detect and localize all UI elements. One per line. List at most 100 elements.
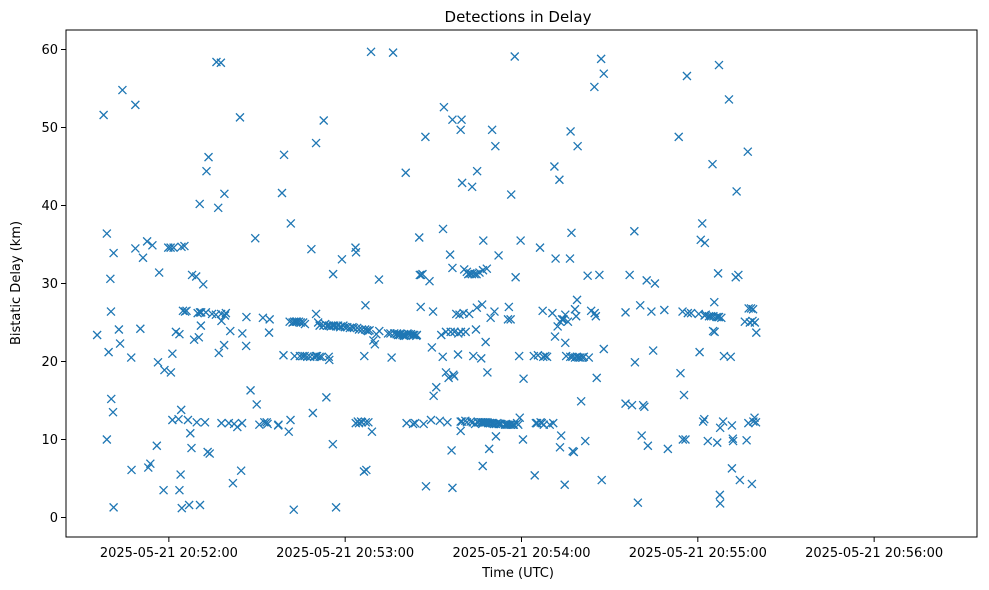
x-tick-label: 2025-05-21 20:56:00 xyxy=(805,546,943,561)
data-point xyxy=(486,313,496,323)
data-point xyxy=(169,243,179,253)
data-point xyxy=(565,254,575,263)
data-point xyxy=(566,126,576,136)
data-point xyxy=(511,272,521,282)
data-point xyxy=(727,463,737,473)
data-point xyxy=(556,431,566,441)
data-point xyxy=(663,444,673,454)
x-axis: 2025-05-21 20:52:00 2025-05-21 20:53:00 20… xyxy=(100,537,943,561)
data-point xyxy=(237,328,247,338)
data-point xyxy=(559,314,568,324)
data-point xyxy=(429,391,439,401)
x-axis-title: Time (UTC) xyxy=(481,566,554,581)
data-point xyxy=(130,243,140,253)
data-point xyxy=(456,125,466,135)
data-point xyxy=(216,58,226,68)
y-axis: 0 10 20 30 40 50 60 xyxy=(41,43,66,526)
data-point xyxy=(221,308,231,318)
data-point xyxy=(584,353,594,363)
data-point xyxy=(724,94,734,104)
data-point xyxy=(152,441,162,451)
data-point xyxy=(311,309,321,319)
data-point xyxy=(154,268,164,278)
data-point xyxy=(414,233,424,242)
data-point xyxy=(569,447,579,457)
data-point xyxy=(728,436,738,446)
data-point xyxy=(216,316,226,326)
data-point xyxy=(367,427,377,437)
y-tick-label: 50 xyxy=(41,121,58,136)
data-point xyxy=(718,417,728,427)
data-point xyxy=(583,271,593,281)
data-point xyxy=(328,439,338,449)
data-point xyxy=(716,313,726,323)
data-point xyxy=(502,420,511,430)
data-point xyxy=(351,247,361,257)
data-point xyxy=(642,275,652,285)
data-point xyxy=(681,435,690,444)
data-point xyxy=(751,328,761,338)
data-point xyxy=(258,313,268,323)
data-point xyxy=(237,418,247,428)
data-point xyxy=(219,189,229,199)
data-point xyxy=(625,270,635,280)
data-point xyxy=(225,326,235,336)
data-point xyxy=(678,307,688,317)
data-point xyxy=(575,353,585,363)
data-point xyxy=(246,385,256,395)
data-point xyxy=(563,317,573,327)
data-point xyxy=(187,443,196,453)
data-point xyxy=(130,100,140,110)
data-point xyxy=(431,382,441,392)
data-point xyxy=(470,269,479,279)
data-point xyxy=(542,352,552,362)
data-point xyxy=(639,402,649,412)
data-point xyxy=(264,328,274,338)
data-point xyxy=(317,352,327,362)
data-point xyxy=(315,352,325,362)
data-point xyxy=(547,308,557,318)
data-point xyxy=(490,307,499,317)
data-point xyxy=(241,312,251,322)
data-point xyxy=(263,419,273,429)
data-point xyxy=(176,470,186,480)
data-point xyxy=(468,351,478,361)
x-tick-label: 2025-05-21 20:53:00 xyxy=(276,546,414,561)
data-point xyxy=(92,330,102,340)
data-point xyxy=(650,279,660,288)
data-point xyxy=(357,417,367,427)
data-point xyxy=(374,275,384,285)
data-point xyxy=(102,435,112,444)
data-point xyxy=(751,417,761,427)
data-point xyxy=(466,417,476,427)
data-point xyxy=(166,367,176,377)
data-point xyxy=(109,502,119,512)
data-point xyxy=(216,418,226,428)
data-point xyxy=(676,368,685,378)
data-point xyxy=(708,159,717,169)
data-point xyxy=(478,461,488,471)
data-point xyxy=(696,235,706,245)
data-point xyxy=(678,435,688,444)
data-point xyxy=(115,339,125,349)
data-point xyxy=(427,343,437,352)
data-point xyxy=(674,132,684,142)
y-tick-label: 30 xyxy=(41,277,58,292)
data-point xyxy=(494,250,504,260)
data-point xyxy=(446,327,456,337)
data-point xyxy=(438,224,448,234)
data-point xyxy=(127,465,136,475)
data-point xyxy=(153,357,163,367)
data-point xyxy=(560,480,570,490)
data-point xyxy=(114,325,124,334)
data-point xyxy=(447,483,457,493)
y-tick-label: 40 xyxy=(41,199,58,214)
y-tick-label: 20 xyxy=(41,355,58,370)
data-point xyxy=(710,327,720,337)
data-point xyxy=(504,302,514,312)
data-point xyxy=(200,417,210,427)
data-point xyxy=(311,138,321,148)
data-point xyxy=(503,314,513,324)
data-point xyxy=(419,419,429,429)
data-point xyxy=(324,352,334,362)
